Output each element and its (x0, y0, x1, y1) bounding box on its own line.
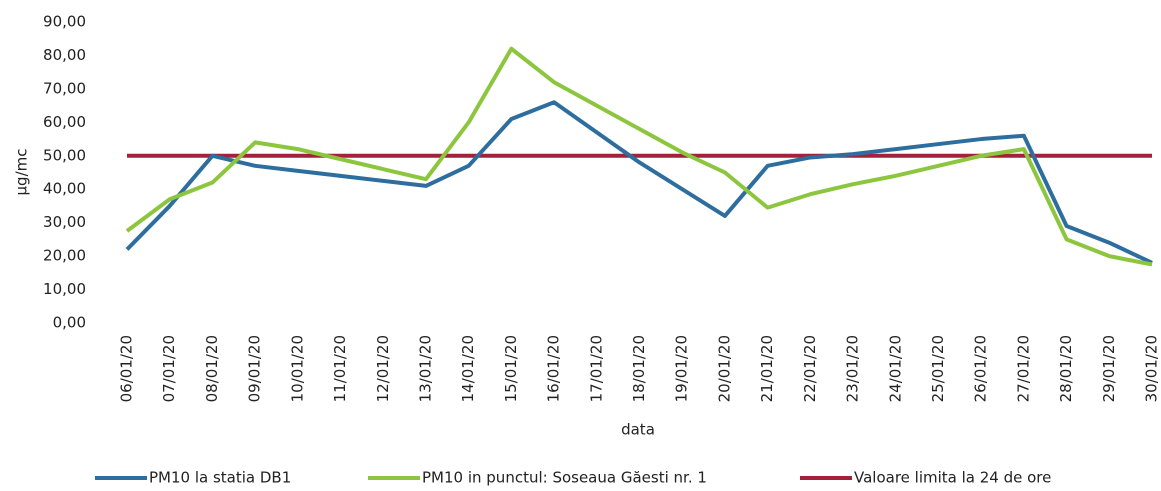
y-tick-label: 60,00 (43, 113, 86, 131)
x-tick-label: 06/01/20 (118, 335, 136, 402)
x-axis-label: data (621, 421, 655, 439)
y-tick-label: 90,00 (43, 13, 86, 31)
x-tick-label: 25/01/20 (929, 335, 947, 402)
x-tick-label: 27/01/20 (1014, 335, 1032, 402)
y-axis-label: µg/mc (13, 149, 31, 196)
x-tick-label: 11/01/20 (331, 335, 349, 402)
x-tick-label: 23/01/20 (844, 335, 862, 402)
y-tick-label: 30,00 (43, 213, 86, 231)
x-tick-label: 19/01/20 (673, 335, 691, 402)
x-tick-label: 22/01/20 (801, 335, 819, 402)
x-tick-label: 26/01/20 (972, 335, 990, 402)
x-tick-label: 16/01/20 (545, 335, 563, 402)
y-tick-label: 80,00 (43, 46, 86, 64)
x-tick-label: 20/01/20 (715, 335, 733, 402)
x-tick-label: 30/01/20 (1143, 335, 1161, 402)
x-tick-label: 28/01/20 (1057, 335, 1075, 402)
series-line (125, 46, 1153, 267)
x-tick-label: 09/01/20 (246, 335, 264, 402)
x-tick-label: 18/01/20 (630, 335, 648, 402)
x-tick-label: 21/01/20 (758, 335, 776, 402)
legend-label: Valoare limita la 24 de ore (854, 469, 1051, 487)
x-tick-label: 12/01/20 (374, 335, 392, 402)
y-tick-label: 20,00 (43, 247, 86, 265)
x-tick-label: 08/01/20 (203, 335, 221, 402)
y-tick-label: 50,00 (43, 146, 86, 164)
y-tick-label: 10,00 (43, 280, 86, 298)
x-tick-label: 17/01/20 (587, 335, 605, 402)
x-tick-label: 29/01/20 (1100, 335, 1118, 402)
x-tick-label: 07/01/20 (160, 335, 178, 402)
y-tick-label: 40,00 (43, 180, 86, 198)
x-tick-label: 10/01/20 (288, 335, 306, 402)
y-tick-label: 0,00 (53, 314, 86, 332)
legend-label: PM10 la statia DB1 (149, 469, 291, 487)
x-tick-label: 13/01/20 (416, 335, 434, 402)
x-tick-label: 15/01/20 (502, 335, 520, 402)
legend-label: PM10 in punctul: Soseaua Găesti nr. 1 (422, 469, 707, 487)
x-tick-label: 24/01/20 (886, 335, 904, 402)
series-line (125, 100, 1153, 265)
x-tick-label: 14/01/20 (459, 335, 477, 402)
y-tick-label: 70,00 (43, 79, 86, 97)
